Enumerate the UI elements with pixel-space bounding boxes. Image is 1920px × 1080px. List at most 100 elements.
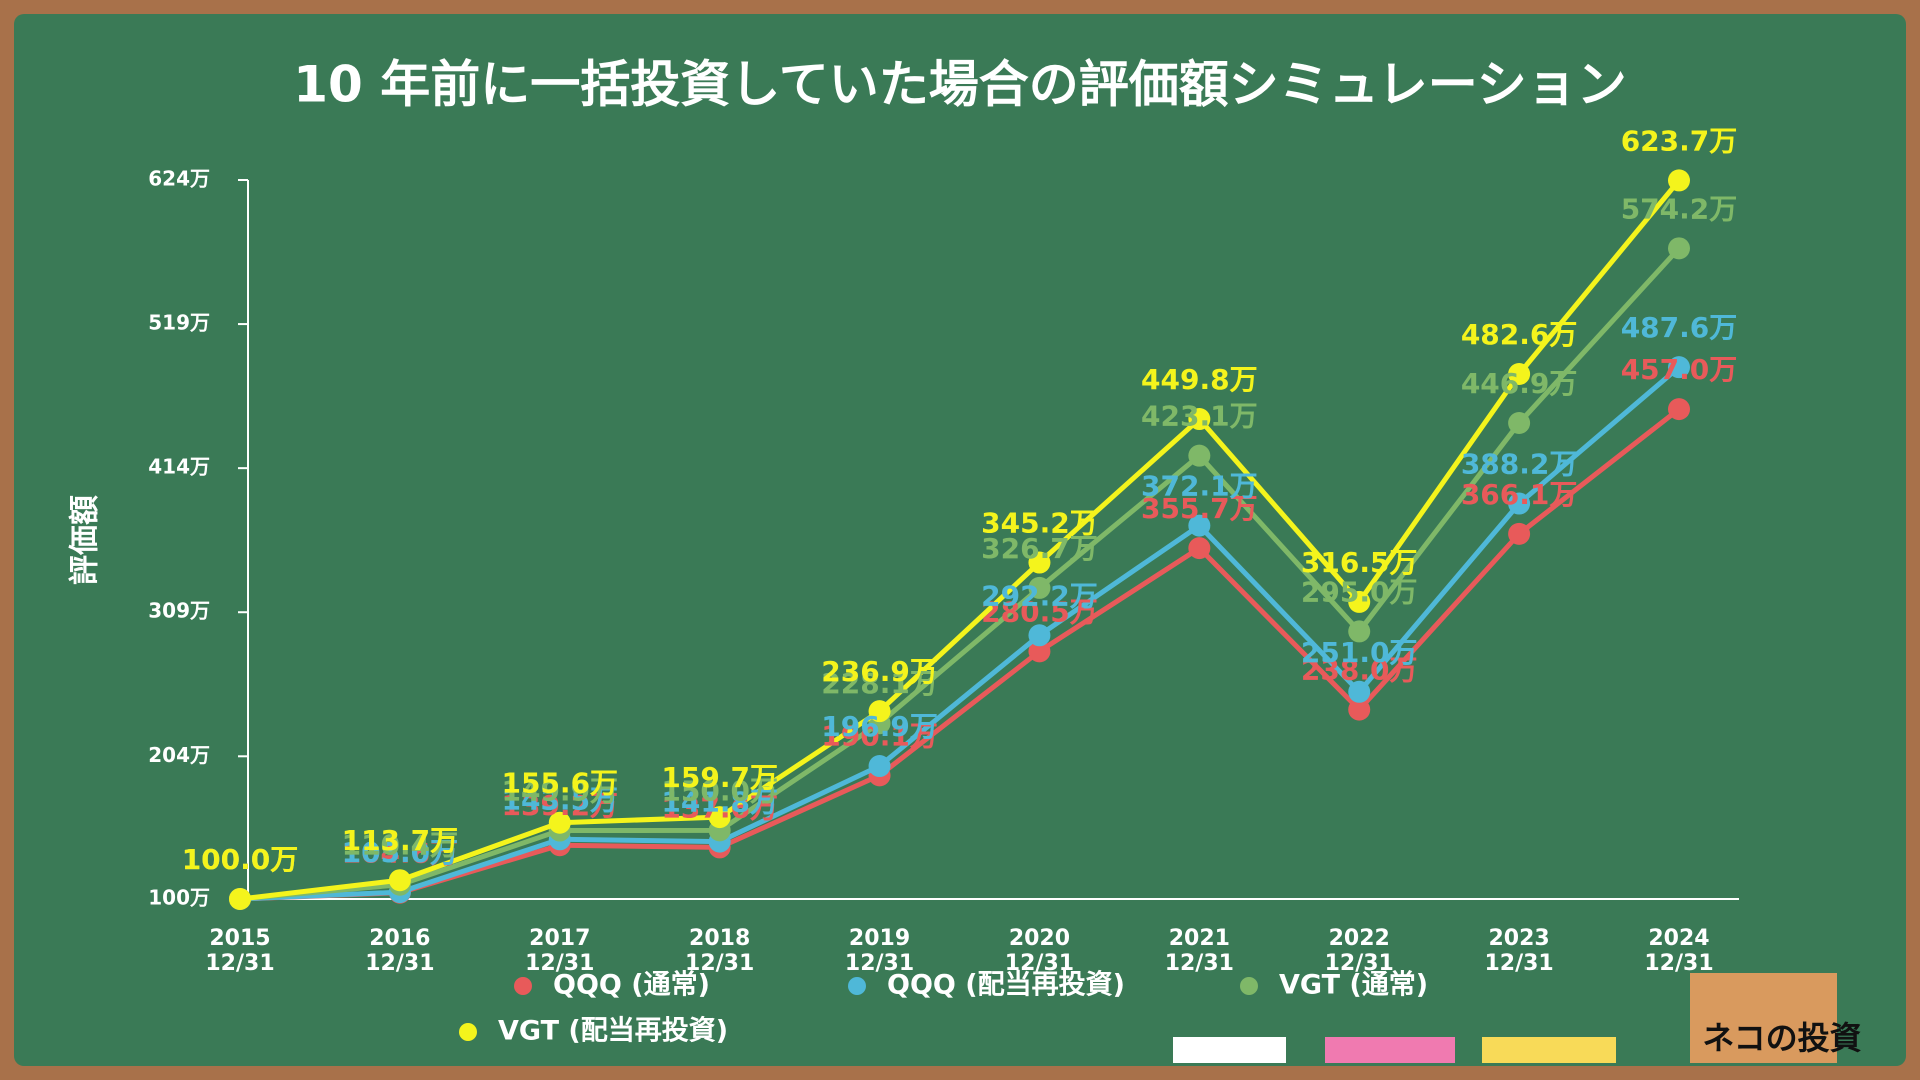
data-label: 574.2万 (1621, 192, 1738, 225)
data-label: 196.9万 (821, 710, 938, 743)
data-point (1508, 522, 1531, 545)
data-label: 295.0万 (1301, 575, 1418, 608)
data-point (1668, 169, 1690, 192)
data-label: 110.4万 (342, 829, 459, 862)
data-label: 228.1万 (821, 667, 938, 700)
data-label: 141.8万 (661, 786, 778, 819)
legend-label: VGT (通常) (1279, 970, 1428, 1001)
data-point (1348, 698, 1371, 721)
data-label: 446.9万 (1461, 367, 1578, 400)
data-point (1508, 363, 1531, 386)
series-line (239, 178, 1681, 902)
data-point (388, 869, 411, 892)
data-point (1188, 408, 1211, 431)
data-point (868, 700, 891, 723)
data-label: 139.2万 (501, 789, 618, 822)
data-label: 238.0万 (1301, 654, 1418, 687)
legend-marker (459, 1023, 477, 1041)
x-tick-label: 2019 12/31 (844, 926, 915, 976)
legend-marker (1240, 977, 1258, 995)
x-tick-label: 2018 12/31 (685, 926, 755, 976)
legend-label: VGT (配当再投資) (498, 1016, 728, 1047)
data-label: 100.0万 (182, 843, 299, 876)
data-label: 355.7万 (1141, 492, 1258, 525)
data-point (1508, 492, 1531, 515)
data-point (1508, 412, 1531, 435)
data-label: 316.5万 (1301, 546, 1418, 579)
series-line (239, 365, 1681, 902)
chalk-eraser (1173, 1037, 1286, 1063)
data-label: 292.2万 (981, 579, 1098, 612)
data-label: 137.6万 (661, 791, 778, 824)
data-point (1668, 356, 1690, 379)
data-label: 345.2万 (981, 507, 1098, 540)
x-tick-label: 2016 12/31 (365, 926, 435, 976)
data-label: 100.0万 (182, 843, 299, 876)
data-point (708, 806, 731, 829)
x-tick-label: 2021 12/31 (1164, 926, 1234, 976)
series-line (239, 407, 1681, 902)
x-tick-label: 2022 12/31 (1324, 926, 1394, 976)
logo: ネコの投資 (1702, 1019, 1861, 1057)
x-tick-label: 2024 12/31 (1644, 926, 1714, 976)
data-point (1188, 444, 1211, 467)
data-label: 143.5万 (501, 783, 618, 816)
data-point (1188, 514, 1211, 537)
x-tick-label: 2020 12/31 (1004, 926, 1075, 976)
data-label: 105.0万 (342, 836, 459, 869)
y-tick-label: 204万 (148, 743, 210, 767)
data-label: 487.6万 (1621, 311, 1738, 344)
logo-box (1690, 973, 1837, 1063)
y-tick-label: 624万 (148, 167, 210, 191)
data-label: 623.7万 (1621, 124, 1738, 157)
data-label: 100.0万 (182, 843, 299, 876)
data-label: 366.1万 (1461, 478, 1578, 511)
chalk-eraser (1482, 1037, 1616, 1063)
data-point (229, 888, 251, 910)
data-point (1348, 680, 1371, 703)
data-point (1348, 620, 1371, 643)
data-label: 449.8万 (1141, 363, 1258, 396)
data-point (1028, 640, 1051, 663)
data-label: 482.6万 (1461, 318, 1578, 351)
data-label: 280.5万 (981, 595, 1098, 628)
x-tick-label: 2023 12/31 (1484, 926, 1554, 976)
data-point (1028, 551, 1051, 574)
data-label: 150.0万 (661, 774, 778, 807)
data-label: 190.1万 (821, 719, 938, 752)
legend-label: QQQ (通常) (553, 970, 710, 1001)
data-point (1028, 576, 1051, 599)
data-label: 251.0万 (1301, 636, 1418, 669)
data-point (1028, 624, 1051, 647)
legend-marker (514, 977, 532, 995)
data-point (548, 811, 571, 834)
data-label: 149.9万 (501, 775, 618, 808)
data-point (1188, 537, 1211, 560)
data-label: 423.1万 (1141, 400, 1258, 433)
y-tick-label: 309万 (148, 599, 210, 623)
data-label: 113.7万 (342, 824, 459, 857)
data-point (1668, 398, 1690, 421)
chalkboard (14, 14, 1906, 1066)
data-label: 236.9万 (821, 655, 938, 688)
chalk-eraser (1325, 1037, 1455, 1063)
x-tick-label: 2015 12/31 (205, 926, 275, 976)
y-axis-label: 評価額 (68, 495, 103, 585)
y-tick-label: 519万 (148, 311, 210, 335)
data-label: 104.6万 (342, 837, 459, 870)
data-point (868, 755, 891, 778)
data-label: 372.1万 (1141, 470, 1258, 503)
legend-label: QQQ (配当再投資) (887, 970, 1125, 1001)
data-point (1668, 237, 1690, 260)
y-tick-label: 414万 (148, 455, 210, 479)
data-label: 457.0万 (1621, 353, 1738, 386)
data-label: 388.2万 (1461, 448, 1578, 481)
legend-marker (848, 977, 866, 995)
data-label: 155.6万 (501, 767, 618, 800)
data-label: 326.7万 (981, 532, 1098, 565)
chart-title: 10 年前に一括投資していた場合の評価額シミュレーション (293, 56, 1627, 114)
data-label: 100.0万 (182, 843, 299, 876)
data-label: 159.7万 (661, 761, 778, 794)
